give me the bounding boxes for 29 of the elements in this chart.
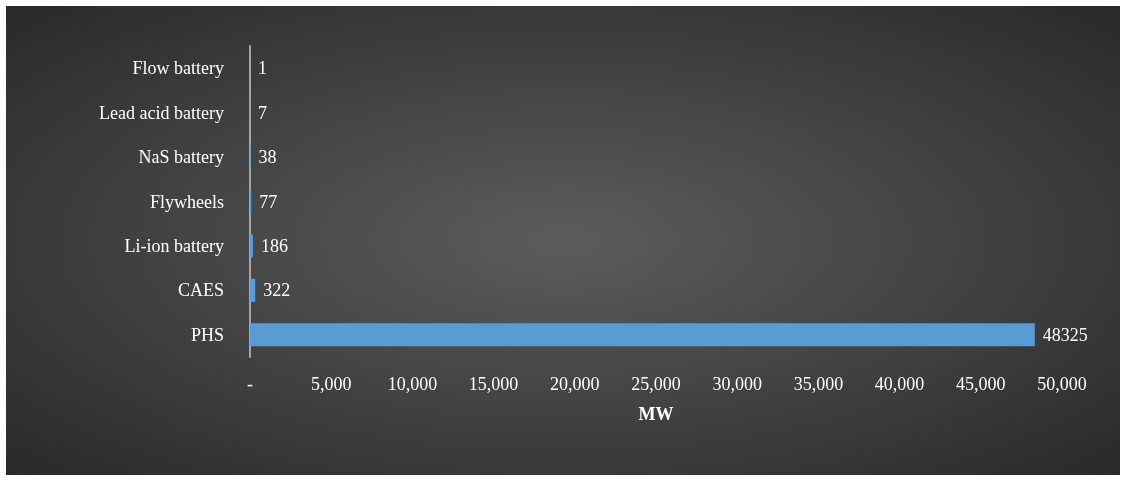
x-tick-label: 30,000 [712,374,762,394]
x-tick-label: 20,000 [550,374,600,394]
data-label: 322 [263,280,291,301]
data-label: 186 [261,235,289,256]
x-tick-label: 10,000 [387,374,438,394]
x-tick-label: 25,000 [631,374,681,394]
data-label: 1 [258,58,268,79]
x-tick-label: 50,000 [1037,374,1087,394]
bar [250,234,254,258]
data-label: 48325 [1042,324,1088,345]
x-tick-label: 40,000 [874,374,925,394]
x-tick-label: 35,000 [793,374,844,394]
y-tick-label: Flywheels [150,191,224,212]
x-tick-label: - [247,374,253,394]
y-tick-label: NaS battery [138,147,224,168]
y-tick-label: Li-ion battery [124,235,224,256]
y-tick-label: Flow battery [132,58,224,79]
y-tick-label: CAES [177,280,224,301]
x-tick-label: 45,000 [956,374,1006,394]
data-label: 77 [259,191,278,212]
data-label: 38 [258,147,277,168]
x-tick-label: 5,000 [310,374,352,394]
x-axis-title: MW [638,404,674,424]
y-tick-label: Lead acid battery [99,102,224,123]
x-tick-label: 15,000 [468,374,519,394]
data-label: 7 [258,102,268,123]
y-tick-label: PHS [190,324,224,345]
bar [250,323,1035,347]
bar [250,278,256,302]
